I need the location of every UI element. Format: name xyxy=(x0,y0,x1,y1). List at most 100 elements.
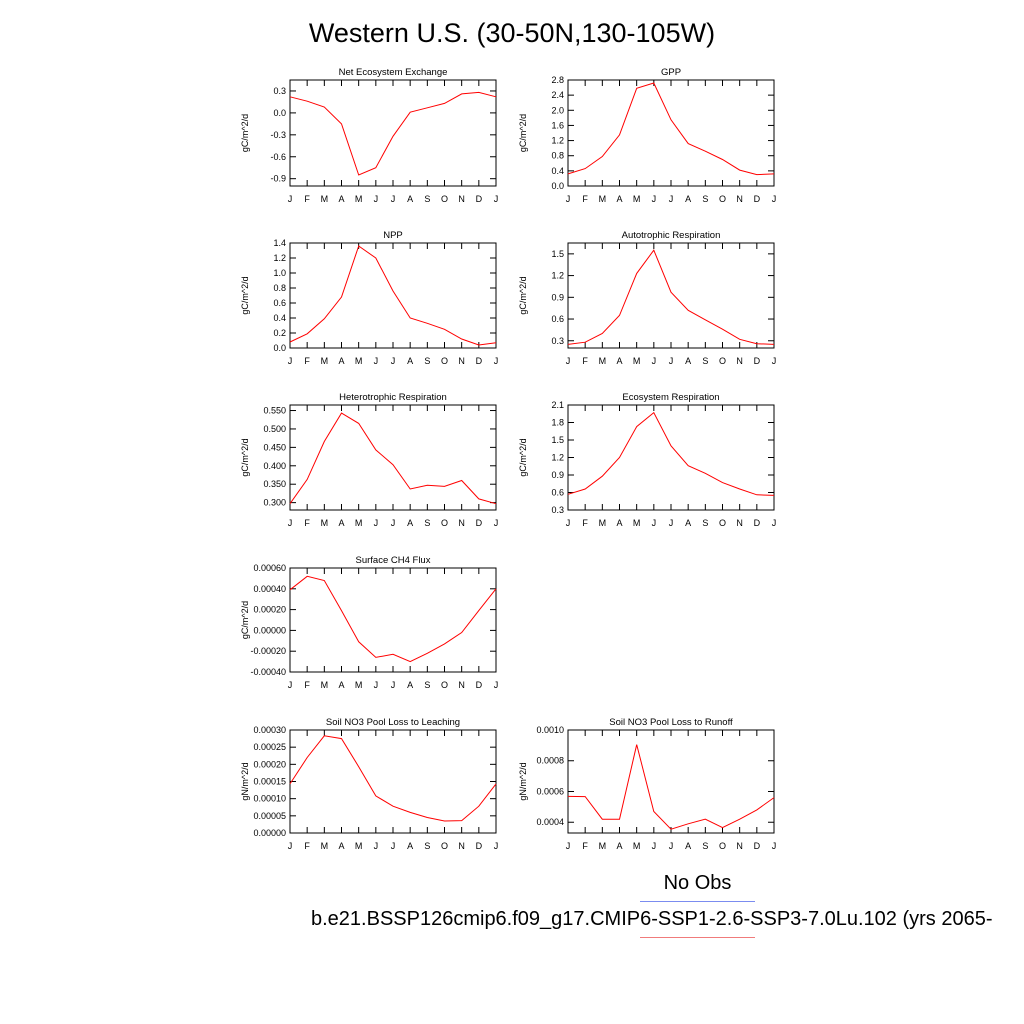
x-tick-label: S xyxy=(424,841,430,851)
y-tick-label: -0.00020 xyxy=(250,646,286,656)
x-tick-label: A xyxy=(616,356,622,366)
y-tick-label: 2.4 xyxy=(551,90,564,100)
x-tick-label: J xyxy=(669,356,674,366)
x-tick-label: A xyxy=(407,680,413,690)
y-tick-label: 1.2 xyxy=(273,253,286,263)
x-tick-label: J xyxy=(288,680,293,690)
x-tick-label: J xyxy=(391,680,396,690)
x-tick-label: A xyxy=(407,841,413,851)
x-tick-label: D xyxy=(476,518,483,528)
y-tick-label: -0.00040 xyxy=(250,667,286,677)
x-tick-label: S xyxy=(424,356,430,366)
x-tick-label: J xyxy=(494,194,499,204)
y-tick-label: 0.8 xyxy=(551,151,564,161)
y-tick-label: 1.6 xyxy=(551,120,564,130)
figure-title: Western U.S. (30-50N,130-105W) xyxy=(308,18,716,48)
y-axis-label: gN/m^2/d xyxy=(240,762,250,800)
x-tick-label: M xyxy=(355,194,363,204)
x-tick-label: J xyxy=(652,841,657,851)
x-tick-label: N xyxy=(458,194,465,204)
y-tick-label: 1.2 xyxy=(551,136,564,146)
x-tick-label: O xyxy=(719,194,726,204)
chart-panel-8: Soil NO3 Pool Loss to Leaching gN/m^2/d J F… xyxy=(240,717,498,851)
x-tick-label: J xyxy=(391,518,396,528)
y-tick-label: 1.5 xyxy=(551,435,564,445)
x-tick-label: S xyxy=(702,356,708,366)
series-line xyxy=(567,411,775,496)
x-tick-label: D xyxy=(754,356,761,366)
series-line xyxy=(289,412,497,505)
x-tick-label: J xyxy=(652,194,657,204)
x-tick-label: J xyxy=(494,680,499,690)
x-tick-label: S xyxy=(424,194,430,204)
y-tick-label: 0.8 xyxy=(273,283,286,293)
x-tick-label: M xyxy=(355,518,363,528)
x-tick-label: D xyxy=(754,518,761,528)
y-tick-label: 1.5 xyxy=(551,249,564,259)
plot-frame xyxy=(289,242,497,349)
x-tick-label: J xyxy=(494,356,499,366)
x-tick-label: F xyxy=(582,356,588,366)
x-tick-label: A xyxy=(685,518,691,528)
y-tick-label: 0.0010 xyxy=(536,725,564,735)
y-tick-label: 0.500 xyxy=(263,424,286,434)
legend-obs-label: No Obs xyxy=(663,872,732,894)
y-tick-label: 0.6 xyxy=(273,298,286,308)
x-tick-label: D xyxy=(476,680,483,690)
x-tick-label: N xyxy=(458,356,465,366)
x-tick-label: O xyxy=(441,680,448,690)
y-tick-label: 2.0 xyxy=(551,105,564,115)
x-tick-label: M xyxy=(355,680,363,690)
plot-frame xyxy=(289,79,497,187)
y-tick-label: 0.6 xyxy=(551,314,564,324)
y-tick-label: 0.0 xyxy=(551,181,564,191)
x-tick-label: A xyxy=(338,841,344,851)
x-tick-label: M xyxy=(633,518,641,528)
x-tick-label: A xyxy=(616,194,622,204)
x-tick-label: D xyxy=(476,194,483,204)
x-tick-label: F xyxy=(304,518,310,528)
x-tick-label: A xyxy=(407,194,413,204)
x-tick-label: S xyxy=(424,518,430,528)
y-tick-label: -0.9 xyxy=(270,174,286,184)
x-tick-label: A xyxy=(338,680,344,690)
x-tick-label: J xyxy=(772,356,777,366)
x-tick-label: O xyxy=(719,518,726,528)
y-tick-label: 0.4 xyxy=(273,313,286,323)
y-tick-label: 1.0 xyxy=(273,268,286,278)
x-tick-label: M xyxy=(599,518,607,528)
y-tick-label: 0.00015 xyxy=(253,777,286,787)
y-tick-label: 0.350 xyxy=(263,479,286,489)
y-tick-label: 0.00020 xyxy=(253,605,286,615)
y-tick-label: 1.2 xyxy=(551,453,564,463)
x-tick-label: J xyxy=(374,680,379,690)
x-tick-label: S xyxy=(702,518,708,528)
series-line xyxy=(289,735,497,822)
x-tick-label: N xyxy=(458,841,465,851)
series-line xyxy=(567,249,775,345)
x-tick-label: M xyxy=(633,356,641,366)
y-axis-label: gC/m^2/d xyxy=(518,114,528,152)
y-tick-label: 2.1 xyxy=(551,400,564,410)
legend-case-line xyxy=(640,937,755,938)
x-tick-label: A xyxy=(338,356,344,366)
y-tick-label: 0.00005 xyxy=(253,811,286,821)
x-tick-label: J xyxy=(566,356,571,366)
y-tick-label: 0.6 xyxy=(551,488,564,498)
x-tick-label: M xyxy=(321,356,329,366)
series-line xyxy=(289,575,497,663)
y-tick-label: 0.0004 xyxy=(536,817,564,827)
x-tick-label: J xyxy=(652,518,657,528)
x-tick-label: A xyxy=(685,356,691,366)
y-tick-label: 0.00020 xyxy=(253,759,286,769)
panel-title: Soil NO3 Pool Loss to Leaching xyxy=(326,717,460,728)
x-tick-label: J xyxy=(391,194,396,204)
panel-title: NPP xyxy=(383,230,403,241)
x-tick-label: M xyxy=(599,194,607,204)
x-tick-label: J xyxy=(566,194,571,204)
